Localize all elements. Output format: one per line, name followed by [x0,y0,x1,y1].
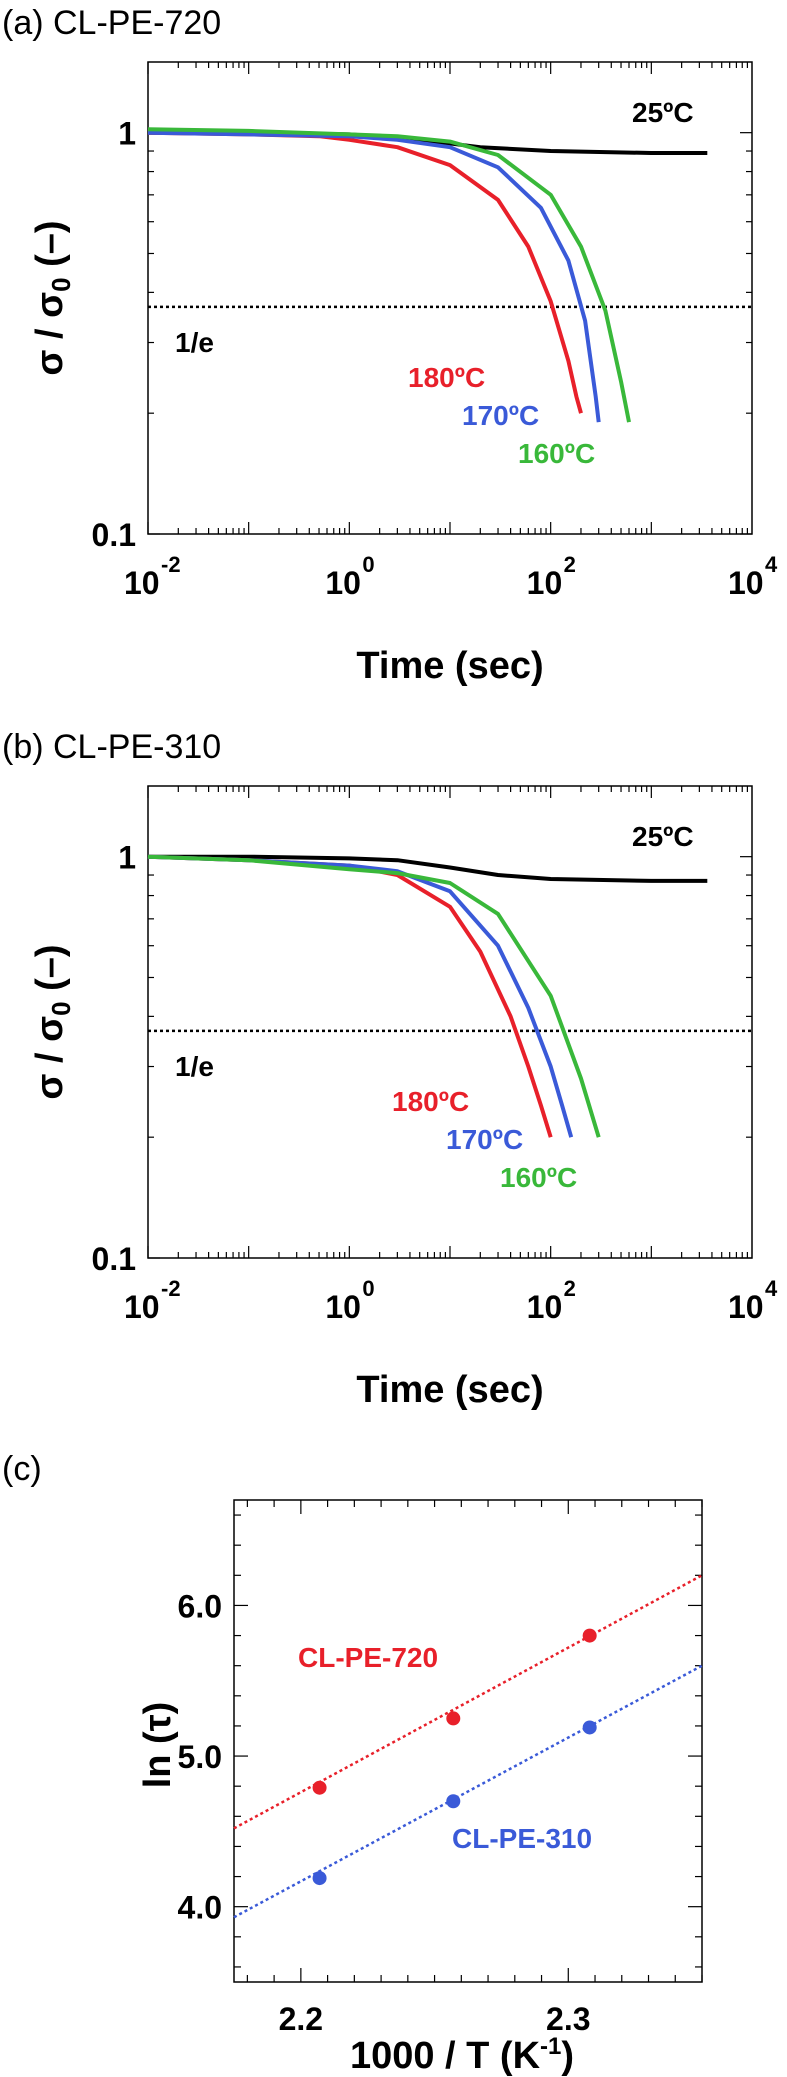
panel-a-label-25c: 25ºC [632,97,694,128]
panel-a-series [147,127,708,423]
x-tick-label: 10 [124,565,160,601]
x-tick-label: 10 [728,1289,764,1325]
panel-c-ticks [234,1500,703,1982]
panel-b-y-tick-labels: 10.1 [92,840,136,1277]
panel-c-label: (c) [2,1450,42,1488]
y-tick-label: 0.1 [92,517,136,553]
series-line-1 [147,130,583,414]
x-tick-label-exponent: 0 [362,552,374,577]
y-tick-label: 6.0 [178,1588,222,1624]
series-line-0 [148,854,708,883]
panel-c-y-tick-labels: 4.0 5.0 6.0 [178,1588,222,1925]
x-tick-label-exponent: 4 [765,1276,778,1301]
y-tick-label: 5.0 [178,1739,222,1775]
panel-b-label-25c: 25ºC [632,821,694,852]
x-tick-label: 10 [325,565,361,601]
panel-c-label-cl-pe-720: CL-PE-720 [298,1642,438,1673]
series-line-2 [147,130,601,423]
panel-c-label-cl-pe-310: CL-PE-310 [452,1823,592,1854]
panel-c-chart: (c) 4.0 5.0 6.0 2.2 2.3 CL-PE-720 CL-PE-310… [2,1450,703,2077]
panel-b-y-axis-title: σ / σ0 (–) [29,944,76,1099]
panel-a-label: (a) CL-PE-720 [2,4,221,42]
data-point-0-1 [446,1711,461,1726]
x-tick-label: 2.2 [279,2001,323,2037]
panel-b-ref-label: 1/e [175,1051,214,1082]
series-line-3 [147,127,631,423]
data-point-0-0 [312,1780,327,1795]
panel-a-x-axis-title: Time (sec) [356,645,543,687]
x-tick-label-exponent: 2 [564,552,576,577]
panel-c-x-tick-labels: 2.2 2.3 [279,2001,591,2037]
y-tick-label: 4.0 [178,1890,222,1926]
series-line-1 [147,854,553,1138]
x-tick-label: 10 [728,565,764,601]
x-tick-label: 10 [527,565,563,601]
panel-a-y-axis-title: σ / σ0 (–) [29,220,76,375]
data-point-0-2 [582,1628,597,1643]
series-line-2 [147,854,574,1138]
panel-c-fit-lines [233,1574,703,1919]
x-tick-label: 10 [325,1289,361,1325]
x-tick-label-exponent: -2 [161,552,181,577]
panel-a-y-tick-labels: 10.1 [92,116,136,553]
panel-a-ref-label: 1/e [175,327,214,358]
panel-b-x-axis-title: Time (sec) [356,1369,543,1411]
y-tick-label: 0.1 [92,1241,136,1277]
panel-c-x-axis-title: 1000 / T (K-1) [350,2033,574,2077]
panel-b-series [147,854,708,1138]
data-point-1-2 [582,1720,597,1735]
x-tick-label: 2.3 [546,2001,590,2037]
panel-a-label-180c: 180ºC [408,362,485,393]
x-tick-label-exponent: 4 [765,552,778,577]
panel-a-label-160c: 160ºC [518,438,595,469]
panel-a-ticks [147,62,752,535]
x-tick-label-exponent: 0 [362,1276,374,1301]
x-tick-label: 10 [124,1289,160,1325]
panel-c-frame [233,1499,703,1983]
x-tick-label-exponent: -2 [161,1276,181,1301]
series-line-3 [147,854,601,1138]
panel-b-ticks [147,786,752,1259]
panel-c-y-axis-title: ln (τ) [137,1702,179,1789]
fit-line-1 [233,1664,703,1919]
y-tick-label: 1 [118,840,136,876]
panel-b-label-160c: 160ºC [500,1162,577,1193]
data-point-1-1 [446,1794,461,1809]
panel-c-points [312,1628,597,1886]
x-tick-label-exponent: 2 [564,1276,576,1301]
data-point-1-0 [312,1871,327,1886]
y-tick-label: 1 [118,116,136,152]
panel-b-label-180c: 180ºC [392,1086,469,1117]
panel-b-label: (b) CL-PE-310 [2,728,221,766]
panel-b-label-170c: 170ºC [446,1124,523,1155]
fit-line-0 [233,1574,703,1830]
panel-a-label-170c: 170ºC [462,400,539,431]
x-tick-label: 10 [527,1289,563,1325]
